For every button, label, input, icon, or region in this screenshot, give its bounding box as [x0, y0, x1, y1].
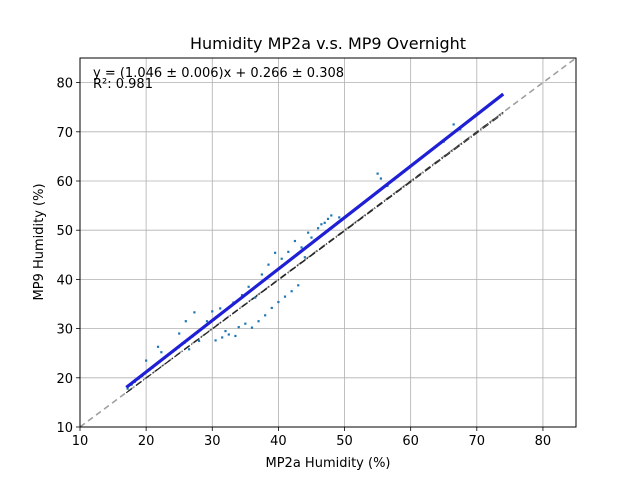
data-point	[452, 123, 455, 126]
data-point	[205, 320, 209, 323]
data-point	[326, 217, 330, 220]
data-point	[254, 296, 257, 299]
data-point	[247, 285, 250, 288]
data-point	[303, 256, 306, 259]
data-point	[323, 221, 326, 224]
data-point	[290, 290, 293, 293]
x-tick-label: 20	[138, 434, 155, 449]
fit-line-group	[125, 92, 505, 389]
data-point	[184, 320, 187, 323]
data-point	[224, 329, 227, 333]
data-point	[257, 320, 260, 323]
data-point	[379, 177, 383, 180]
data-point	[240, 294, 244, 297]
data-point	[193, 311, 196, 314]
data-point	[316, 227, 320, 230]
x-tick-label: 30	[204, 434, 221, 449]
data-point	[250, 326, 254, 329]
y-tick-label: 70	[56, 126, 73, 141]
y-tick-label: 10	[56, 421, 73, 436]
data-point	[307, 231, 310, 234]
y-tick-label: 20	[56, 372, 73, 387]
plot-frame	[79, 57, 577, 428]
x-axis-label: MP2a Humidity (%)	[266, 456, 391, 471]
fit-line	[125, 92, 505, 389]
data-point	[280, 257, 283, 260]
data-point	[273, 251, 277, 254]
data-point	[234, 334, 237, 338]
y-axis-ticks: 10 20 30 40 50 60 70 80	[56, 77, 80, 436]
y-tick-label: 60	[56, 175, 73, 190]
data-point	[197, 339, 201, 342]
data-point	[126, 387, 129, 390]
data-point	[260, 273, 263, 276]
data-point	[270, 306, 273, 310]
data-point	[188, 348, 191, 351]
data-point	[264, 314, 267, 317]
data-point	[244, 322, 247, 325]
data-point	[221, 336, 224, 339]
y-tick-label: 30	[56, 323, 73, 338]
data-point	[300, 246, 303, 249]
data-point	[293, 239, 297, 243]
fit-equation-annotation: y = (1.046 ± 0.006)x + 0.266 ± 0.308	[93, 66, 344, 81]
x-axis-ticks: 10 20 30 40 50 60 70 80	[72, 427, 551, 449]
x-tick-label: 80	[535, 434, 552, 449]
data-point	[376, 172, 379, 175]
x-tick-label: 10	[72, 434, 89, 449]
x-tick-label: 50	[336, 434, 353, 449]
x-tick-label: 60	[402, 434, 419, 449]
reference-lines	[79, 57, 577, 428]
data-point	[283, 295, 287, 298]
data-point	[297, 284, 300, 287]
data-point	[310, 236, 313, 239]
data-point	[214, 339, 217, 342]
data-point	[219, 307, 222, 310]
r-squared-annotation: R²: 0.981	[93, 77, 153, 92]
data-point	[330, 214, 333, 217]
reference-line	[126, 113, 504, 394]
data-point	[145, 359, 148, 362]
data-point	[277, 300, 280, 304]
x-tick-label: 70	[469, 434, 486, 449]
data-point	[287, 250, 290, 253]
chart-title: Humidity MP2a v.s. MP9 Overnight	[190, 34, 466, 53]
data-point	[320, 223, 323, 226]
y-tick-label: 80	[56, 77, 73, 92]
data-point	[338, 216, 341, 219]
data-point	[160, 351, 163, 354]
y-tick-label: 50	[56, 224, 73, 239]
data-point	[211, 310, 214, 313]
x-tick-label: 40	[270, 434, 287, 449]
data-point	[156, 345, 160, 348]
y-axis-label: MP9 Humidity (%)	[32, 183, 47, 300]
y-tick-label: 40	[56, 273, 73, 288]
data-point	[178, 332, 181, 335]
data-point	[267, 263, 270, 266]
data-point	[237, 326, 240, 329]
data-point	[227, 333, 230, 336]
